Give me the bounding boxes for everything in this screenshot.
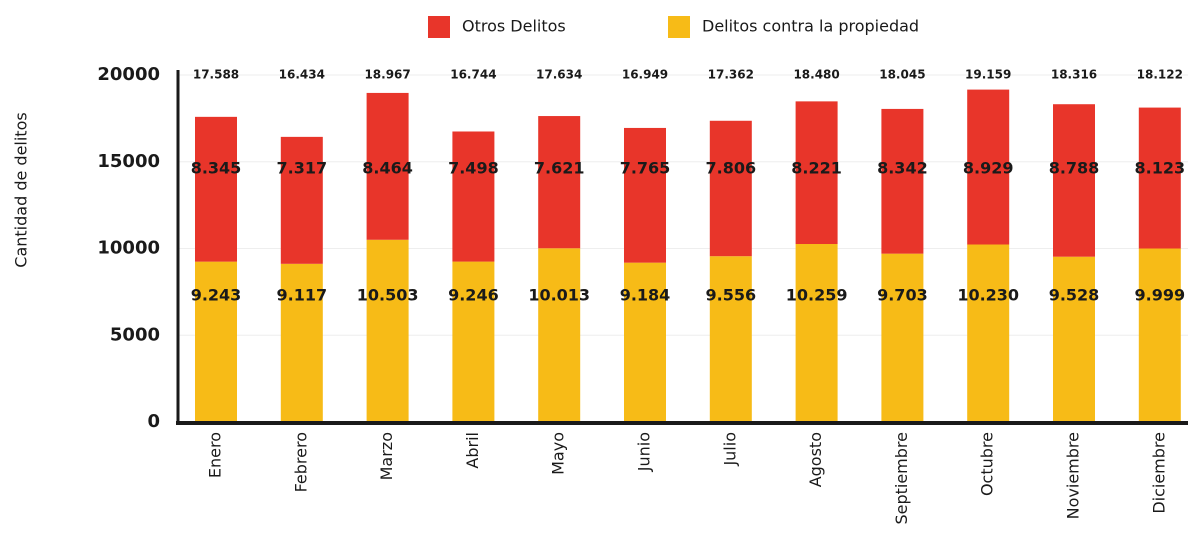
x-tick-label: Junio — [635, 432, 654, 472]
x-tick-label: Febrero — [291, 432, 310, 492]
y-tick-label: 5000 — [110, 324, 160, 345]
x-tick-label: Enero — [206, 432, 225, 478]
bar-segment — [195, 261, 237, 422]
bar-segment — [1138, 248, 1181, 422]
value-label: 9.117 — [276, 286, 327, 305]
total-label: 17.362 — [708, 68, 754, 82]
y-tick-label: 15000 — [97, 151, 160, 172]
x-tick-label: Mayo — [549, 432, 568, 475]
bar-segment — [967, 89, 1010, 245]
bar-segment — [881, 108, 924, 254]
bar-segment — [795, 101, 838, 245]
value-label: 9.528 — [1049, 286, 1100, 305]
value-label: 9.999 — [1134, 286, 1185, 305]
value-label: 10.503 — [357, 286, 419, 305]
value-label: 8.929 — [963, 159, 1014, 178]
value-label: 8.345 — [191, 159, 242, 178]
bar-segment — [624, 262, 666, 422]
total-label: 18.316 — [1051, 68, 1097, 82]
bar-segment — [452, 131, 495, 262]
value-label: 7.765 — [620, 159, 671, 178]
value-label: 7.498 — [448, 159, 499, 178]
total-label: 18.122 — [1137, 68, 1183, 82]
bar-segment — [624, 127, 666, 263]
value-label: 8.788 — [1049, 159, 1100, 178]
x-tick-label: Octubre — [978, 432, 997, 496]
total-label: 17.588 — [193, 68, 239, 82]
value-label: 8.464 — [362, 159, 413, 178]
x-tick-label: Marzo — [377, 432, 396, 480]
value-label: 9.184 — [620, 286, 671, 305]
bar-segment — [1053, 256, 1095, 422]
x-tick-label: Noviembre — [1064, 432, 1083, 519]
y-axis-label: Cantidad de delitos — [12, 112, 31, 267]
value-label: 9.246 — [448, 286, 499, 305]
value-label: 7.317 — [276, 159, 327, 178]
y-tick-label: 0 — [147, 411, 160, 432]
bar-segment — [366, 92, 409, 240]
total-label: 17.634 — [536, 68, 582, 82]
total-label: 18.045 — [879, 68, 925, 82]
legend-swatch — [428, 16, 450, 38]
bar-segment — [881, 253, 924, 422]
bar-segment — [1138, 107, 1181, 249]
value-label: 7.621 — [534, 159, 585, 178]
value-label: 9.243 — [191, 286, 242, 305]
total-label: 16.949 — [622, 68, 668, 82]
value-label: 10.013 — [528, 286, 590, 305]
y-tick-label: 10000 — [97, 238, 160, 259]
bar-segment — [195, 116, 237, 262]
legend-swatch — [668, 16, 690, 38]
value-label: 9.556 — [705, 286, 756, 305]
bar-segment — [1053, 104, 1095, 257]
value-label: 8.221 — [791, 159, 842, 178]
total-label: 19.159 — [965, 68, 1011, 82]
legend-label: Otros Delitos — [462, 17, 566, 36]
value-label: 9.703 — [877, 286, 928, 305]
bar-segment — [538, 116, 581, 249]
value-label: 8.123 — [1134, 159, 1185, 178]
x-tick-label: Septiembre — [892, 432, 911, 525]
value-label: 10.230 — [957, 286, 1019, 305]
value-label: 7.806 — [705, 159, 756, 178]
total-label: 18.967 — [364, 68, 410, 82]
bar-segment — [795, 244, 838, 422]
value-label: 10.259 — [786, 286, 848, 305]
bar-segment — [709, 256, 752, 422]
x-tick-label: Abril — [463, 432, 482, 469]
bar-segment — [709, 120, 752, 257]
total-label: 16.744 — [450, 68, 496, 82]
total-label: 18.480 — [793, 68, 839, 82]
bar-segment — [280, 263, 323, 422]
bar-segment — [280, 136, 323, 264]
value-label: 8.342 — [877, 159, 928, 178]
y-tick-label: 20000 — [97, 64, 160, 85]
x-tick-label: Agosto — [806, 432, 825, 487]
bar-segment — [538, 248, 581, 422]
bar-segment — [452, 261, 495, 422]
x-tick-label: Diciembre — [1149, 432, 1168, 514]
x-tick-label: Julio — [720, 432, 739, 467]
total-label: 16.434 — [279, 68, 325, 82]
legend-label: Delitos contra la propiedad — [702, 17, 919, 36]
bar-segment — [366, 239, 409, 422]
bar-segment — [967, 244, 1010, 422]
